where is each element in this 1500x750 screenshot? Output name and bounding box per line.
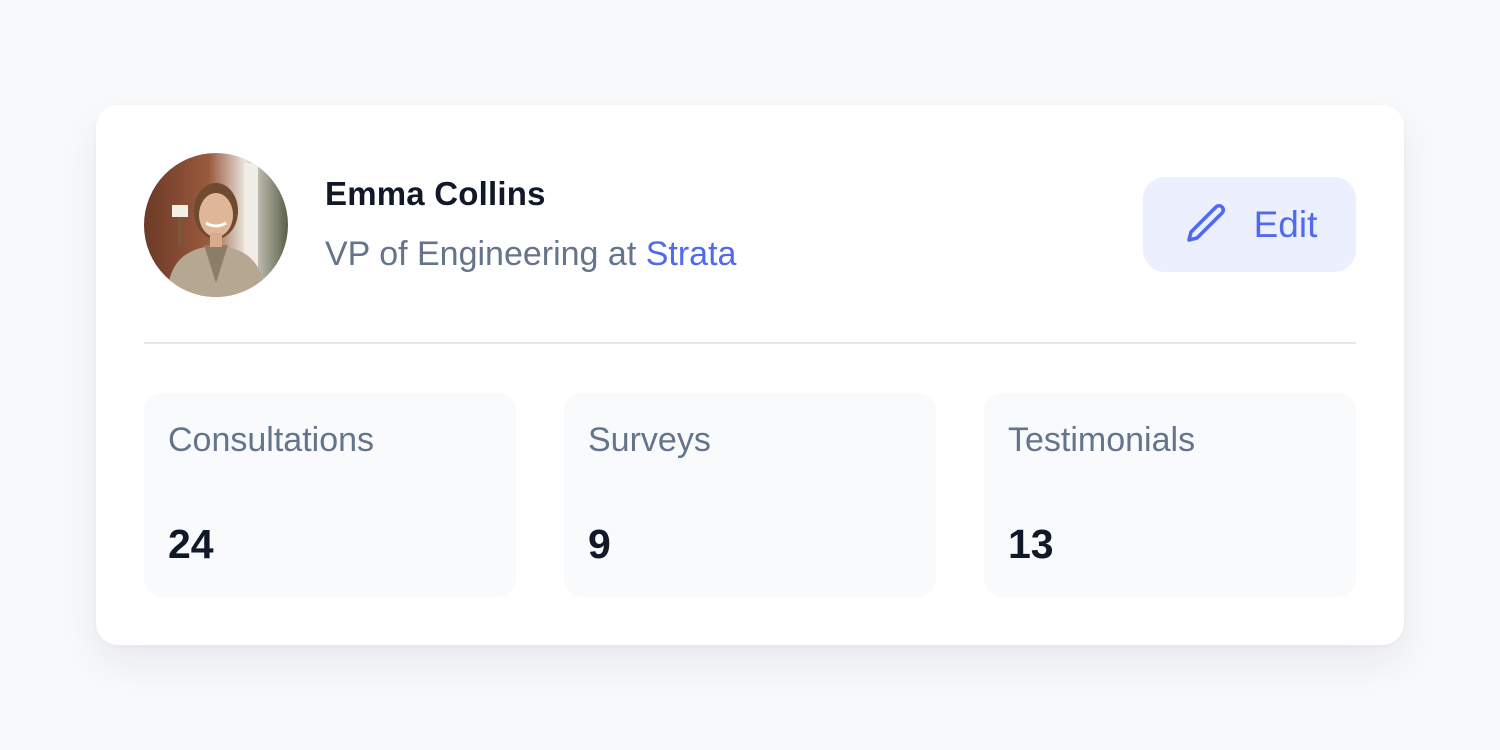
stat-value: 24 <box>168 521 214 567</box>
stat-value: 13 <box>1008 521 1054 567</box>
role-title: VP of Engineering at <box>325 235 646 273</box>
profile-card: Emma Collins VP of Engineering at Strata… <box>96 105 1404 645</box>
stat-consultations: Consultations 24 <box>144 393 516 597</box>
edit-label: Edit <box>1253 203 1318 245</box>
avatar <box>144 153 288 297</box>
profile-role: VP of Engineering at Strata <box>325 235 736 274</box>
stat-label: Consultations <box>168 421 375 459</box>
stat-testimonials: Testimonials 13 <box>984 393 1356 597</box>
edit-button[interactable]: Edit <box>1143 177 1356 272</box>
divider <box>144 342 1356 344</box>
profile-name: Emma Collins <box>325 175 546 212</box>
profile-photo-icon <box>144 153 288 297</box>
stat-label: Surveys <box>588 421 711 459</box>
stat-surveys: Surveys 9 <box>564 393 936 597</box>
pencil-icon <box>1186 203 1225 242</box>
stat-label: Testimonials <box>1008 421 1196 459</box>
stat-value: 9 <box>588 521 611 567</box>
company-link[interactable]: Strata <box>645 235 737 273</box>
